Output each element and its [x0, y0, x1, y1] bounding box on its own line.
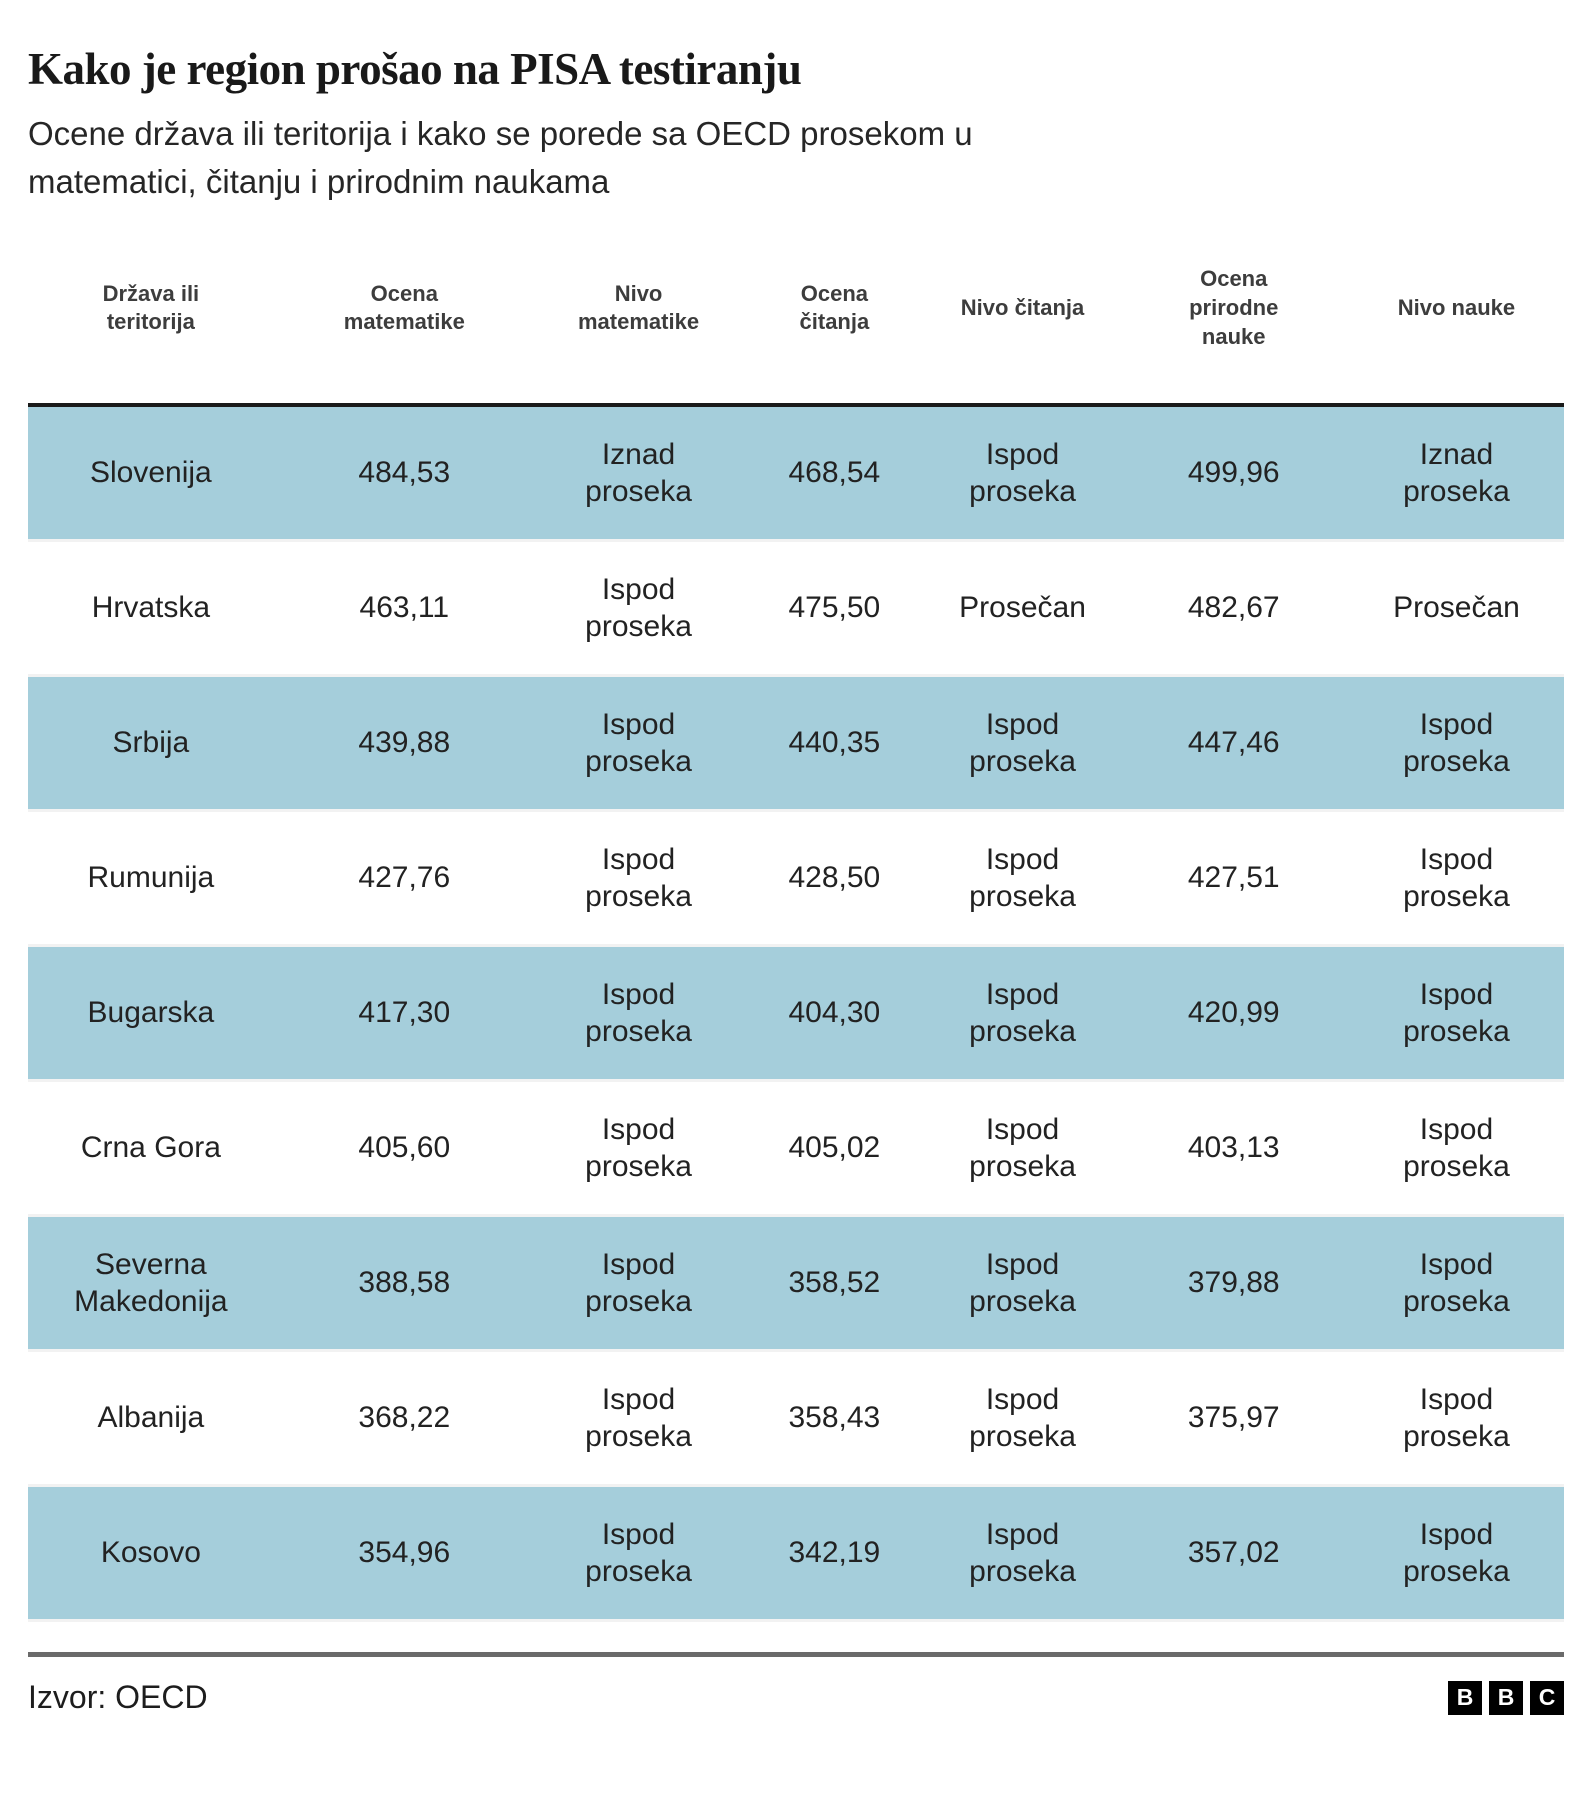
cell-reading-level: Prosečan	[959, 591, 1086, 625]
table-row: Severna Makedonija 388,58 Ispod proseka …	[28, 1215, 1564, 1351]
cell-country: Albanija	[97, 1401, 205, 1435]
table-row: Albanija 368,22 Ispod proseka 358,43 Isp…	[28, 1351, 1564, 1486]
cell-reading-score: 440,35	[788, 726, 881, 760]
cell-reading-level: Ispod proseka	[969, 977, 1076, 1049]
cell-science-score: 447,46	[1187, 726, 1280, 760]
cell-math-score: 405,60	[358, 1131, 451, 1165]
cell-math-score: 463,11	[359, 591, 450, 625]
cell-country: Rumunija	[87, 861, 215, 895]
cell-math-level: Ispod proseka	[585, 977, 692, 1049]
cell-science-score: 403,13	[1187, 1131, 1280, 1165]
cell-math-score: 388,58	[358, 1266, 451, 1300]
column-header-science-level: Nivo nauke	[1397, 295, 1516, 321]
cell-country: Severna Makedonija	[74, 1247, 228, 1319]
cell-math-score: 439,88	[358, 726, 451, 760]
table-body: Slovenija 484,53 Iznad proseka 468,54 Is…	[28, 405, 1564, 1621]
column-header-reading-score: Ocena čitanja	[799, 280, 870, 335]
column-header-science-score: Ocena prirodne nauke	[1189, 266, 1279, 349]
table-row: Kosovo 354,96 Ispod proseka 342,19 Ispod…	[28, 1485, 1564, 1621]
cell-math-score: 354,96	[358, 1536, 451, 1570]
cell-science-score: 379,88	[1187, 1266, 1280, 1300]
cell-math-score: 484,53	[358, 456, 451, 490]
table-row: Bugarska 417,30 Ispod proseka 404,30 Isp…	[28, 945, 1564, 1081]
cell-country: Crna Gora	[80, 1131, 221, 1165]
cell-science-level: Ispod proseka	[1403, 1517, 1510, 1589]
pisa-infographic: Kako je region prošao na PISA testiranju…	[0, 44, 1592, 1716]
cell-reading-score: 468,54	[788, 456, 881, 490]
bbc-logo-letter: B	[1489, 1680, 1523, 1715]
table-row: Rumunija 427,76 Ispod proseka 428,50 Isp…	[28, 811, 1564, 946]
cell-science-score: 420,99	[1187, 996, 1280, 1030]
column-header-reading-level: Nivo čitanja	[960, 295, 1085, 321]
results-table: Država ili teritorija Ocena matematike N…	[28, 247, 1564, 1622]
bbc-logo: B B C	[1448, 1680, 1564, 1715]
cell-country: Hrvatska	[91, 591, 211, 625]
cell-math-level: Ispod proseka	[585, 1517, 692, 1589]
cell-math-score: 417,30	[358, 996, 451, 1030]
cell-math-level: Iznad proseka	[585, 437, 692, 509]
bbc-logo-letter: C	[1530, 1680, 1564, 1715]
cell-science-level: Prosečan	[1393, 591, 1520, 625]
cell-science-level: Ispod proseka	[1403, 1382, 1510, 1454]
chart-subtitle: Ocene država ili teritorija i kako se po…	[28, 114, 973, 200]
cell-reading-level: Ispod proseka	[969, 1247, 1076, 1319]
cell-reading-level: Ispod proseka	[969, 1382, 1076, 1454]
cell-reading-score: 428,50	[788, 861, 881, 895]
table-row: Srbija 439,88 Ispod proseka 440,35 Ispod…	[28, 675, 1564, 811]
header-row: Država ili teritorija Ocena matematike N…	[28, 247, 1564, 406]
cell-reading-level: Ispod proseka	[969, 1112, 1076, 1184]
column-header-country: Država ili teritorija	[102, 280, 200, 335]
cell-country: Slovenija	[90, 456, 212, 490]
cell-country: Bugarska	[87, 996, 215, 1030]
table-row: Slovenija 484,53 Iznad proseka 468,54 Is…	[28, 405, 1564, 541]
cell-math-score: 427,76	[358, 861, 451, 895]
cell-science-level: Ispod proseka	[1403, 1112, 1510, 1184]
cell-math-level: Ispod proseka	[585, 707, 692, 779]
table-row: Hrvatska 463,11 Ispod proseka 475,50 Pro…	[28, 541, 1564, 676]
cell-science-score: 482,67	[1187, 591, 1280, 625]
cell-reading-level: Ispod proseka	[969, 437, 1076, 509]
source-label: Izvor: OECD	[28, 1679, 208, 1716]
cell-reading-level: Ispod proseka	[969, 1517, 1076, 1589]
cell-science-level: Ispod proseka	[1403, 707, 1510, 779]
footer-divider	[28, 1652, 1564, 1658]
table-row: Crna Gora 405,60 Ispod proseka 405,02 Is…	[28, 1081, 1564, 1216]
cell-reading-level: Ispod proseka	[969, 707, 1076, 779]
cell-reading-score: 358,43	[788, 1401, 881, 1435]
cell-country: Srbija	[112, 726, 190, 760]
cell-science-level: Ispod proseka	[1403, 977, 1510, 1049]
cell-science-level: Iznad proseka	[1403, 437, 1510, 509]
cell-science-level: Ispod proseka	[1403, 1247, 1510, 1319]
cell-math-level: Ispod proseka	[585, 572, 692, 644]
cell-math-score: 368,22	[358, 1401, 451, 1435]
cell-reading-score: 405,02	[788, 1131, 881, 1165]
cell-reading-score: 342,19	[788, 1536, 881, 1570]
cell-country: Kosovo	[100, 1536, 201, 1570]
cell-science-score: 357,02	[1187, 1536, 1280, 1570]
cell-reading-score: 404,30	[788, 996, 881, 1030]
cell-math-level: Ispod proseka	[585, 1112, 692, 1184]
cell-science-score: 375,97	[1187, 1401, 1280, 1435]
footer: Izvor: OECD B B C	[28, 1679, 1564, 1716]
cell-math-level: Ispod proseka	[585, 842, 692, 914]
cell-science-score: 427,51	[1187, 861, 1280, 895]
column-header-math-level: Nivo matematike	[578, 280, 700, 335]
cell-reading-score: 358,52	[788, 1266, 881, 1300]
cell-math-level: Ispod proseka	[585, 1382, 692, 1454]
cell-math-level: Ispod proseka	[585, 1247, 692, 1319]
bbc-logo-letter: B	[1448, 1680, 1482, 1715]
cell-reading-level: Ispod proseka	[969, 842, 1076, 914]
cell-reading-score: 475,50	[788, 591, 881, 625]
chart-title: Kako je region prošao na PISA testiranju	[28, 44, 802, 94]
column-header-math-score: Ocena matematike	[343, 280, 465, 335]
cell-science-score: 499,96	[1187, 456, 1280, 490]
cell-science-level: Ispod proseka	[1403, 842, 1510, 914]
